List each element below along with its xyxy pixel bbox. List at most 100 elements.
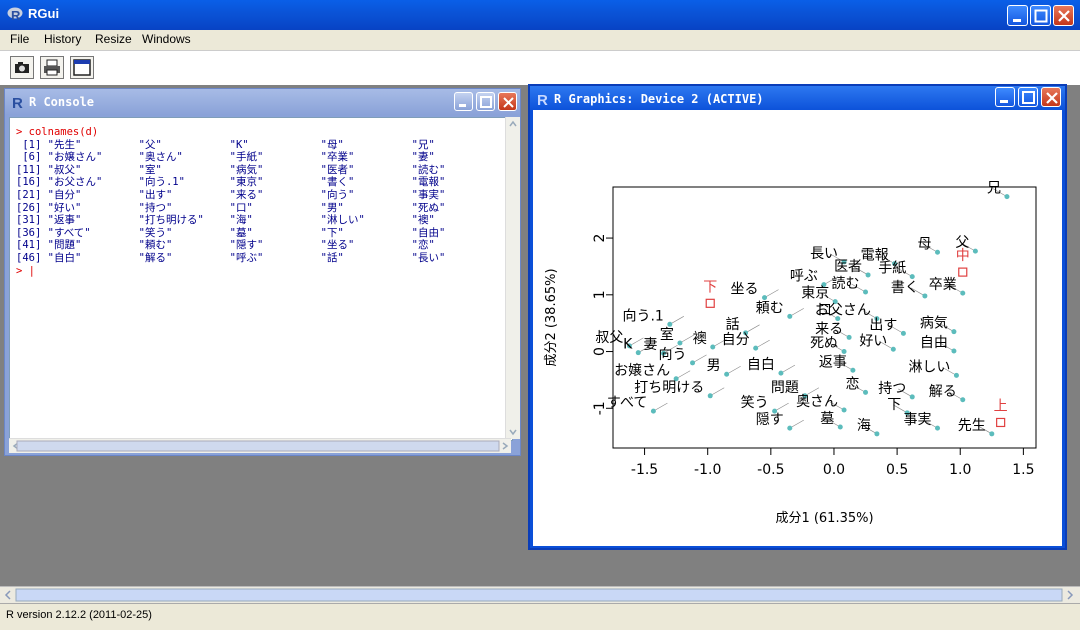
data-point <box>972 248 978 254</box>
data-point-label: 医者 <box>834 259 862 275</box>
console-minimize-button[interactable] <box>454 92 473 111</box>
status-bar: R version 2.12.2 (2011-02-25) <box>0 603 1080 630</box>
data-point <box>863 289 869 295</box>
console-value: "電報" <box>411 176 446 189</box>
print-button[interactable] <box>40 56 64 79</box>
x-tick-label: -1.0 <box>694 462 721 478</box>
label-leader-line <box>939 342 955 352</box>
graphics-close-button[interactable] <box>1041 87 1061 107</box>
data-point <box>909 274 915 280</box>
menu-bar: File History Resize Windows <box>0 30 1080 50</box>
close-button[interactable] <box>1053 5 1074 26</box>
console-value: "K" <box>229 138 249 151</box>
plot-frame <box>612 186 1037 449</box>
label-leader-line <box>821 293 836 302</box>
data-point <box>841 259 847 265</box>
r-logo-icon: R <box>7 7 23 22</box>
data-point-label: 淋しい <box>908 359 950 375</box>
data-point-label: 出す <box>869 317 897 333</box>
data-point <box>802 393 808 399</box>
data-point <box>922 293 928 299</box>
data-point-label: 問題 <box>771 380 799 396</box>
graphics-minimize-button[interactable] <box>995 87 1015 107</box>
data-point-label: 好い <box>859 333 887 349</box>
copy-graph-button[interactable] <box>10 56 34 79</box>
label-leader-line <box>977 425 992 435</box>
console-row-index: [21] <box>16 188 42 201</box>
console-row-index: [46] <box>16 251 42 264</box>
data-point <box>635 350 641 356</box>
data-point <box>890 346 896 352</box>
data-point-label: 来る <box>815 321 843 337</box>
close-icon <box>503 97 514 108</box>
label-leader-line <box>992 188 1008 197</box>
console-value: "自由" <box>411 226 446 239</box>
svg-text:R: R <box>12 95 23 110</box>
maximize-icon <box>480 96 492 108</box>
window-icon <box>73 59 91 76</box>
menu-windows[interactable]: Windows <box>142 32 191 46</box>
console-input-prompt[interactable]: > | <box>16 264 35 277</box>
console-value: "妻" <box>411 151 435 164</box>
console-output-line: [6] "お嬢さん" "奥さん" "手紙" "卒業" "妻" <box>16 151 452 163</box>
maximize-button[interactable] <box>1030 5 1051 26</box>
label-leader-line <box>893 404 908 414</box>
data-point <box>951 348 957 354</box>
label-leader-line <box>804 387 820 397</box>
main-title-bar: R RGui <box>0 0 1080 30</box>
console-close-button[interactable] <box>498 92 517 111</box>
console-row-index: [11] <box>16 163 42 176</box>
console-output[interactable]: > colnames(d) [1] "先生" "父" "K" "母" "兄" [6] "… <box>9 117 513 441</box>
x-tick-label: 1.0 <box>949 462 971 478</box>
label-leader-line <box>923 419 938 429</box>
graphics-maximize-button[interactable] <box>1018 87 1038 107</box>
graphics-title-bar: R R Graphics: Device 2 (ACTIVE) <box>530 86 1065 112</box>
r-logo-icon: R <box>537 92 548 107</box>
data-point-label: 先生 <box>958 418 986 434</box>
data-point <box>724 371 730 377</box>
data-point <box>900 330 906 336</box>
data-point <box>909 394 915 400</box>
console-value: "恋" <box>411 239 435 252</box>
data-point <box>863 389 869 395</box>
console-output-line: [31] "返事" "打ち明ける" "海" "淋しい" "襖" <box>16 214 452 226</box>
console-value: "事実" <box>411 188 446 201</box>
data-point <box>892 261 898 267</box>
console-value: "淋しい" <box>320 214 365 227</box>
group-marker <box>996 417 1006 428</box>
data-point <box>690 360 696 366</box>
data-point-label: 卒業 <box>929 277 957 293</box>
data-point-label: 自分 <box>722 332 750 348</box>
console-row-index: [6] <box>16 151 42 164</box>
console-value: "隠す" <box>229 239 264 252</box>
data-point <box>904 410 910 416</box>
y-tick-label: 0 <box>592 347 608 356</box>
console-vertical-scrollbar[interactable] <box>505 117 520 439</box>
label-leader-line <box>851 384 866 393</box>
toolbar <box>0 50 1080 86</box>
data-point <box>960 290 966 296</box>
console-value: "好い" <box>47 201 82 214</box>
data-point-label: 兄 <box>987 181 1001 197</box>
data-point <box>989 431 995 437</box>
data-point <box>935 249 941 255</box>
svg-text:R: R <box>537 92 548 107</box>
y-tick-label: 2 <box>592 234 608 243</box>
data-point-label: 海 <box>857 418 871 434</box>
minimize-icon <box>459 104 466 107</box>
console-window-button[interactable] <box>70 56 94 79</box>
x-tick-label: -1.5 <box>631 462 658 478</box>
label-leader-line <box>826 418 841 428</box>
menu-file[interactable]: File <box>10 32 30 46</box>
x-tick-label: 0.0 <box>823 462 845 478</box>
console-maximize-button[interactable] <box>476 92 495 111</box>
console-value: "話" <box>320 251 344 264</box>
data-point <box>832 299 838 305</box>
menu-resize[interactable]: Resize <box>95 32 132 46</box>
data-point <box>821 282 827 288</box>
console-value: "出す" <box>138 188 173 201</box>
minimize-button[interactable] <box>1007 5 1028 26</box>
console-horizontal-scrollbar[interactable] <box>9 438 511 453</box>
menu-history[interactable]: History <box>44 32 82 46</box>
workspace-horizontal-scrollbar[interactable] <box>0 586 1080 603</box>
